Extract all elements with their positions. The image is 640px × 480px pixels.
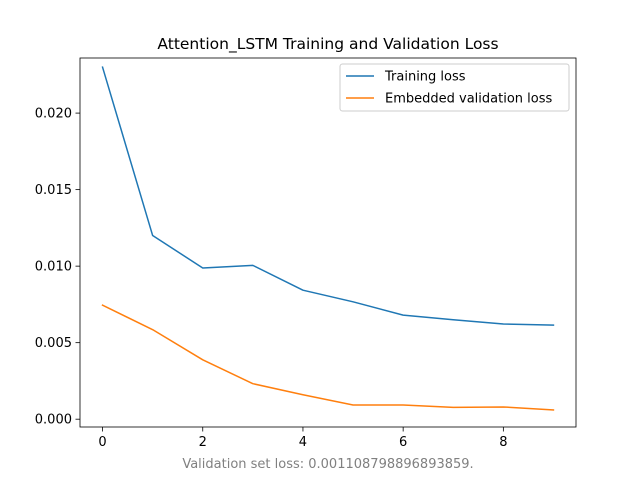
y-tick-label: 0.000: [35, 413, 72, 428]
x-tick-label: 8: [499, 435, 507, 450]
x-tick-label: 6: [399, 435, 407, 450]
chart-title: Attention_LSTM Training and Validation L…: [157, 35, 498, 54]
legend-label: Embedded validation loss: [385, 92, 552, 107]
plot-area: 0 2 4 6 8 0.000 0.005 0.010 0.015 0.020 Training l…: [35, 57, 577, 450]
legend-label: Training loss: [384, 70, 466, 85]
legend-box: [339, 63, 570, 112]
legend: Training loss Embedded validation loss: [339, 63, 570, 112]
series-line-0: [101, 66, 555, 326]
axes-frame: [79, 57, 577, 428]
y-tick-label: 0.020: [35, 107, 72, 122]
x-tick-label: 4: [299, 435, 307, 450]
y-tick-label: 0.015: [35, 183, 72, 198]
y-tick-label: 0.010: [35, 260, 72, 275]
series-line-1: [101, 304, 555, 411]
validation-footnote: Validation set loss: 0.00110879889689385…: [182, 457, 473, 472]
y-tick-label: 0.005: [35, 336, 72, 351]
x-tick-label: 0: [98, 435, 106, 450]
x-tick-label: 2: [199, 435, 207, 450]
